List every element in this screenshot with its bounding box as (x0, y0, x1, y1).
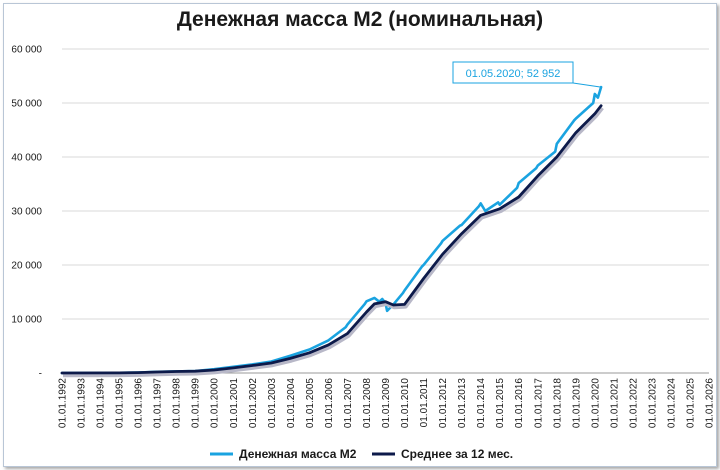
x-tick-label: 01.01.2005 (305, 378, 316, 428)
x-tick-label: 01.01.1998 (172, 378, 183, 428)
x-tick-label: 01.01.2006 (324, 378, 335, 428)
x-tick-label: 01.01.1992 (58, 378, 69, 428)
series-layer (60, 85, 604, 378)
callout-label: 01.05.2020; 52 952 (466, 68, 561, 80)
x-tick-label: 01.01.2010 (400, 378, 411, 428)
y-tick-label: - (39, 369, 42, 380)
chart-frame (3, 3, 717, 467)
y-tick-label: 10 000 (11, 315, 42, 326)
x-tick-label: 01.01.1999 (191, 378, 202, 428)
y-tick-label: 30 000 (11, 207, 42, 218)
series-line-shadow (62, 106, 604, 378)
x-tick-label: 01.01.2011 (419, 378, 430, 428)
x-tick-label: 01.01.2012 (438, 378, 449, 428)
y-tick-label: 60 000 (11, 45, 42, 56)
x-tick-label: 01.01.2013 (457, 378, 468, 428)
x-tick-label: 01.01.1997 (153, 378, 164, 428)
series-line-average (60, 104, 603, 375)
x-tick-label: 01.01.2018 (552, 378, 563, 428)
x-tick-label: 01.01.2020 (590, 378, 601, 428)
legend-label-m2: Денежная масса М2 (239, 447, 357, 461)
x-tick-label: 01.01.2004 (286, 378, 297, 428)
x-tick-label: 01.01.2024 (666, 378, 677, 428)
x-tick-label: 01.01.2026 (705, 378, 716, 428)
x-tick-label: 01.01.2016 (514, 378, 525, 428)
legend-label-avg: Среднее за 12 мес. (401, 447, 513, 461)
x-tick-label: 01.01.2022 (628, 378, 639, 428)
x-tick-label: 01.01.1993 (77, 378, 88, 428)
callout-box (452, 61, 574, 84)
x-tick-label: 01.01.2000 (210, 378, 221, 428)
x-tick-label: 01.01.1994 (96, 378, 107, 428)
x-tick-label: 01.01.2008 (362, 378, 373, 428)
x-tick-label: 01.01.2019 (571, 378, 582, 428)
y-axis: - 10 000 20 000 30 000 40 000 50 000 60 000 (11, 45, 42, 380)
x-tick-label: 01.01.2023 (647, 378, 658, 428)
x-tick-label: 01.01.1996 (134, 378, 145, 428)
x-tick-label: 01.01.2009 (381, 378, 392, 428)
data-callout: 01.05.2020; 52 952 (452, 61, 602, 88)
legend: Денежная масса М2 Среднее за 12 мес. (210, 447, 513, 461)
callout-leader-line (572, 82, 602, 88)
y-tick-label: 40 000 (11, 153, 42, 164)
x-tick-label: 01.01.2002 (248, 378, 259, 428)
series-line-m2 (60, 85, 603, 375)
x-tick-label: 01.01.2007 (343, 378, 354, 428)
y-tick-label: 20 000 (11, 261, 42, 272)
x-tick-label: 01.01.2021 (609, 378, 620, 428)
x-tick-label: 01.01.2017 (533, 378, 544, 428)
chart-title: Денежная масса М2 (номинальная) (176, 8, 544, 31)
x-tick-label: 01.01.2015 (495, 378, 506, 428)
x-tick-label: 01.01.2025 (685, 378, 696, 428)
x-tick-label: 01.01.1995 (115, 378, 126, 428)
x-tick-label: 01.01.2014 (476, 378, 487, 428)
x-tick-label: 01.01.2001 (229, 378, 240, 428)
gridlines (62, 48, 709, 374)
y-tick-label: 50 000 (11, 99, 42, 110)
x-tick-label: 01.01.2003 (267, 378, 278, 428)
x-axis: 01.01.1992 01.01.1993 01.01.1994 01.01.1995… (58, 378, 716, 428)
